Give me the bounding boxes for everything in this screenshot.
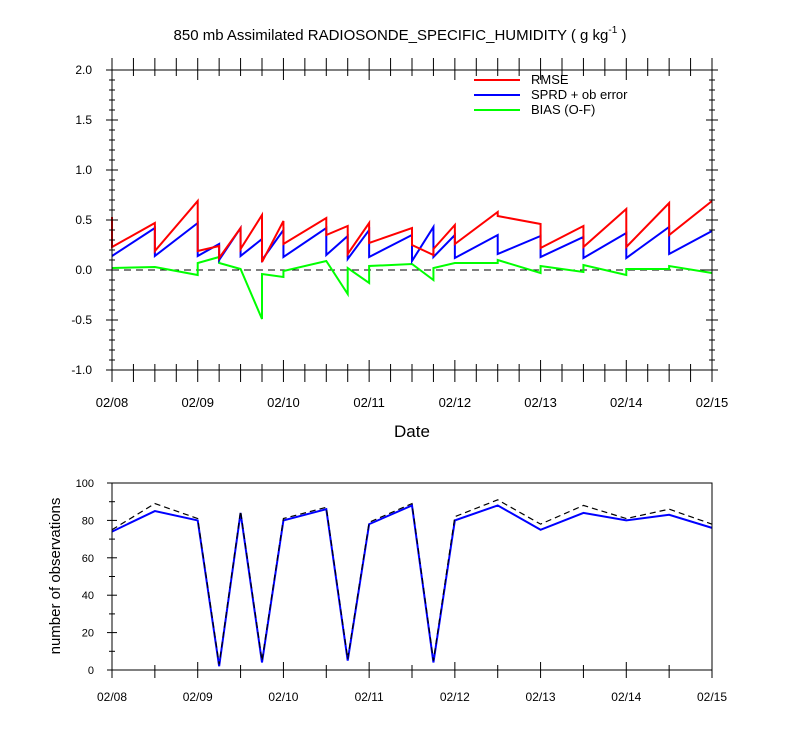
- series-line-rmse: [111, 198, 713, 263]
- bottom-axis-ticks: [107, 482, 713, 678]
- bottom-x-tick-label: 02/12: [440, 690, 470, 704]
- bottom-x-tick-label: 02/08: [97, 690, 127, 704]
- bottom-plot-frame: [111, 482, 713, 671]
- chart-title-main: 850 mb Assimilated RADIOSONDE_SPECIFIC_H…: [174, 27, 609, 44]
- x-tick-label: 02/12: [439, 395, 472, 410]
- bottom-y-tick-labels: 100 80 60 40 20 0: [76, 478, 94, 677]
- x-tick-label: 02/11: [353, 395, 385, 410]
- legend-label: BIAS (O-F): [531, 102, 595, 117]
- top-y-tick-labels: 2.0 1.5 1.0 0.5 0.0 -0.5 -1.0: [71, 63, 92, 377]
- chart-title-superscript: -1: [608, 25, 617, 36]
- y-tick-label: 2.0: [75, 63, 92, 77]
- series-line-bias-o-f: [111, 255, 713, 320]
- y-tick-label: 0.0: [75, 263, 92, 277]
- legend-label: RMSE: [531, 72, 569, 87]
- bottom-x-tick-label: 02/15: [697, 690, 727, 704]
- y-tick-label: 0.5: [75, 213, 92, 227]
- chart-title: 850 mb Assimilated RADIOSONDE_SPECIFIC_H…: [174, 25, 627, 44]
- obs-line-used: [111, 503, 713, 667]
- top-series-group: [111, 198, 713, 320]
- bottom-y-tick-label: 80: [82, 515, 94, 527]
- bottom-y-tick-label: 60: [82, 553, 94, 565]
- obs-line-possible: [111, 499, 713, 665]
- chart-title-tail: ): [617, 27, 626, 44]
- x-tick-label: 02/10: [267, 395, 300, 410]
- bottom-x-tick-label: 02/10: [268, 690, 298, 704]
- y-tick-label: 1.0: [75, 163, 92, 177]
- bottom-y-axis-title: number of observations: [47, 498, 64, 655]
- x-tick-label: 02/15: [696, 395, 729, 410]
- x-tick-label: 02/08: [96, 395, 129, 410]
- y-tick-label: 1.5: [75, 113, 92, 127]
- y-tick-label: -0.5: [71, 313, 92, 327]
- bottom-y-tick-label: 20: [82, 628, 94, 640]
- x-tick-label: 02/14: [610, 395, 643, 410]
- bottom-x-tick-label: 02/13: [526, 690, 556, 704]
- x-tick-label: 02/13: [524, 395, 557, 410]
- x-tick-label: 02/09: [181, 395, 214, 410]
- bottom-y-tick-label: 40: [82, 590, 94, 602]
- bottom-x-tick-label: 02/11: [355, 690, 384, 704]
- top-plot-frame: [111, 69, 713, 371]
- top-x-tick-labels: 02/08 02/09 02/10 02/11 02/12 02/13 02/14 02/15: [96, 395, 729, 410]
- top-x-axis-title: Date: [394, 422, 430, 441]
- bottom-series-group: [111, 499, 713, 667]
- bottom-y-tick-label: 0: [88, 665, 94, 677]
- top-chart: 2.01.51.00.50.0-0.5-1.0 02/08 02/09 02/10 0…: [71, 58, 728, 441]
- bottom-x-tick-label: 02/14: [611, 690, 641, 704]
- legend-label: SPRD + ob error: [531, 87, 628, 102]
- bottom-x-tick-labels: 02/08 02/09 02/10 02/11 02/12 02/13 02/14 02/15: [97, 690, 727, 704]
- y-tick-label: -1.0: [71, 363, 92, 377]
- bottom-y-tick-label: 100: [76, 478, 94, 490]
- bottom-x-tick-label: 02/09: [183, 690, 213, 704]
